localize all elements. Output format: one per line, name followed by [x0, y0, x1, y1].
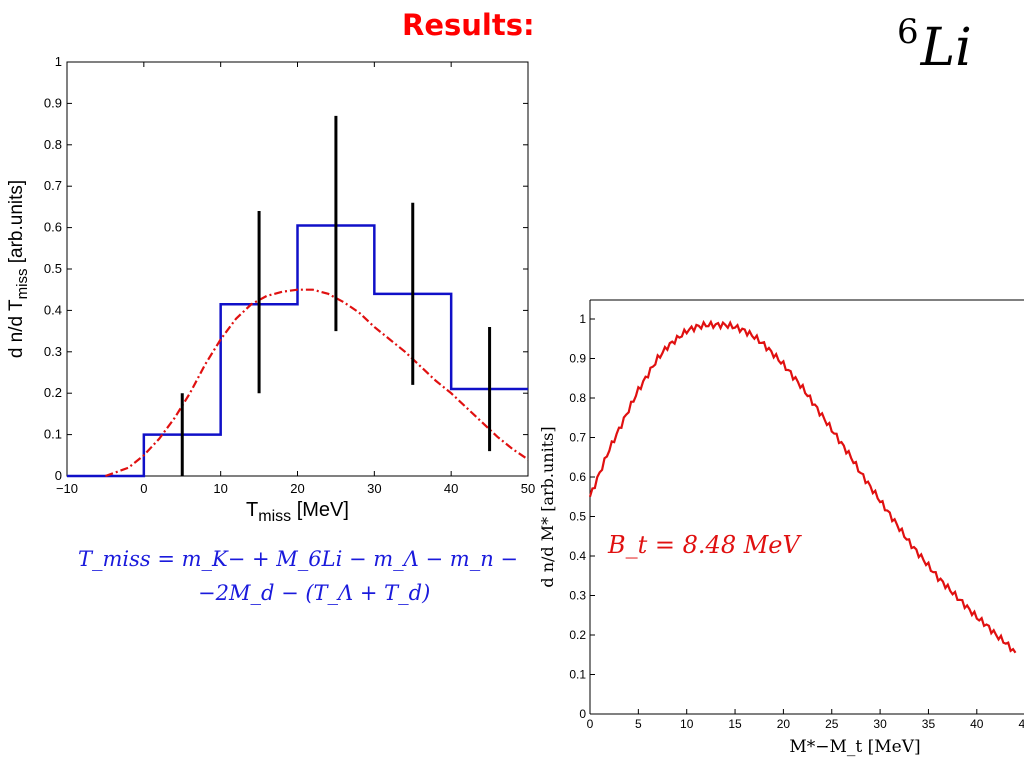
x-axis-label: M*−M_t [MeV] [789, 737, 920, 757]
slide-title: Results: [402, 8, 535, 42]
y-tick-label: 0 [55, 468, 62, 483]
y-tick-label: 0.3 [569, 589, 586, 603]
model-curve [105, 288, 529, 478]
x-axis-label: Tmiss [MeV] [246, 499, 349, 525]
y-axis-label: d n/d Tmiss [arb.units] [6, 180, 31, 358]
plot-background [562, 298, 1024, 768]
mass-distribution-curve [588, 319, 1017, 654]
x-tick-label: 0 [140, 481, 147, 496]
y-tick-label: 0.5 [44, 261, 62, 276]
y-tick-label: 0.7 [44, 178, 62, 193]
y-tick-label: 0.2 [569, 628, 586, 642]
tmiss-spectrum-chart: −10 0 10 20 30 40 5000.10.20.30.40.50.60.70.80… [6, 54, 535, 525]
isotope-label: 6Li [897, 12, 972, 78]
x-tick-label: 15 [728, 717, 742, 731]
isotope-mass-number: 6 [897, 12, 919, 52]
y-tick-label: 0.6 [44, 220, 62, 235]
x-tick-label: 0 [587, 717, 594, 731]
x-tick-label: 40 [970, 717, 984, 731]
y-tick-label: 0.9 [44, 95, 62, 110]
y-tick-label: 0 [579, 707, 586, 721]
x-tick-label: 35 [922, 717, 936, 731]
x-tick-label: 50 [521, 481, 535, 496]
y-tick-label: 0.4 [569, 549, 586, 563]
x-tick-label: −10 [56, 481, 78, 496]
isotope-symbol: Li [920, 18, 972, 78]
x-tick-label: 30 [873, 717, 887, 731]
histogram-step-line [67, 224, 528, 478]
y-tick-label: 1 [55, 54, 62, 69]
y-tick-label: 0.1 [569, 668, 586, 682]
y-tick-label: 0.8 [44, 137, 62, 152]
x-tick-label: 25 [825, 717, 839, 731]
x-tick-label: 20 [777, 717, 791, 731]
x-tick-label: 30 [367, 481, 381, 496]
x-tick-label: 20 [290, 481, 304, 496]
tmiss-formula: T_miss = m_K− + M_6Li − m_Λ − m_n − −2M_… [78, 542, 528, 610]
x-tick-label: 5 [635, 717, 642, 731]
y-tick-label: 0.3 [44, 344, 62, 359]
formula-line-1: T_miss = m_K− + M_6Li − m_Λ − m_n − [78, 547, 518, 571]
x-tick-label: 45 [1018, 717, 1024, 731]
y-tick-label: 0.1 [44, 427, 62, 442]
y-tick-label: 0.4 [44, 302, 62, 317]
y-tick-label: 0.2 [44, 385, 62, 400]
x-tick-label: 10 [680, 717, 694, 731]
formula-line-2: −2M_d − (T_Λ + T_d) [198, 581, 431, 605]
x-tick-label: 10 [213, 481, 227, 496]
x-tick-label: 40 [444, 481, 458, 496]
binding-energy-annotation: B_t = 8.48 MeV [607, 531, 802, 559]
